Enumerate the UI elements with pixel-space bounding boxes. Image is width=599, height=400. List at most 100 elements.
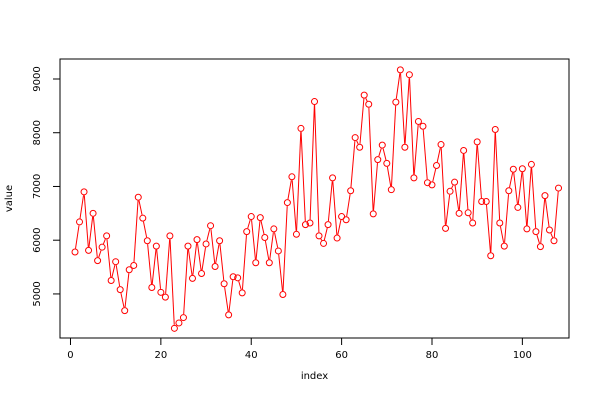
data-point (179, 314, 187, 322)
data-point (220, 280, 228, 288)
series-segment (224, 287, 229, 312)
series-segment (102, 238, 106, 245)
data-point (80, 188, 88, 196)
data-point (134, 193, 142, 201)
series-segment (206, 228, 211, 241)
series-segment (327, 181, 333, 222)
series-segment (469, 215, 472, 221)
x-tick-label: 40 (245, 350, 258, 361)
series-segment (300, 131, 306, 222)
x-tick-label: 100 (513, 350, 532, 361)
series-segment (238, 281, 242, 290)
series-segment (359, 98, 365, 144)
data-point (329, 174, 337, 182)
data-point (193, 236, 201, 244)
data-point (288, 173, 296, 181)
series-segment (196, 243, 202, 271)
x-tick-label: 80 (426, 350, 439, 361)
data-point (297, 124, 305, 132)
series-segment (183, 249, 189, 315)
series-segment (472, 145, 478, 220)
data-point (188, 274, 196, 282)
series-segment (247, 219, 251, 229)
series-segment (219, 244, 225, 281)
series-segment (156, 249, 162, 289)
data-point (536, 243, 544, 251)
series-segment (296, 131, 302, 231)
series-segment (124, 273, 130, 308)
data-point (396, 66, 404, 74)
series-segment (553, 191, 559, 238)
data-point (487, 252, 495, 260)
data-point (292, 230, 300, 238)
data-point (238, 289, 246, 297)
series-segment (544, 199, 550, 227)
series-segment (476, 145, 482, 199)
series-segment (142, 221, 148, 238)
series-segment (531, 167, 537, 229)
data-point (545, 226, 553, 234)
data-point (85, 246, 93, 254)
series-segment (133, 200, 139, 262)
data-point (89, 209, 97, 217)
data-point (116, 286, 124, 294)
series-segment (504, 194, 510, 243)
data-point (103, 232, 111, 240)
data-point (392, 98, 400, 106)
series-segment (115, 265, 121, 287)
series-segment (332, 181, 338, 235)
data-point (98, 243, 106, 251)
data-point (143, 237, 151, 245)
series-segment (309, 105, 315, 220)
data-point (225, 311, 233, 319)
data-point (550, 237, 558, 245)
data-point (130, 261, 138, 269)
data-point (414, 117, 422, 125)
data-point (469, 219, 477, 227)
data-point (198, 270, 206, 278)
data-point (342, 216, 350, 224)
data-point (532, 228, 540, 236)
data-point (175, 319, 183, 327)
series-segment (79, 195, 85, 219)
series-segment (490, 132, 496, 253)
data-point (202, 240, 210, 248)
data-point (211, 263, 219, 271)
series-segment (274, 232, 279, 248)
series-segment (98, 250, 102, 258)
data-point (121, 307, 129, 315)
data-point (433, 162, 441, 170)
y-tick-label: 9000 (32, 66, 43, 91)
data-point (161, 293, 169, 301)
data-point (500, 242, 508, 250)
data-point (509, 165, 517, 173)
series-segment (445, 194, 451, 225)
x-tick-label: 60 (335, 350, 348, 361)
data-point (460, 146, 468, 154)
series-segment (192, 243, 198, 275)
data-point (401, 143, 409, 151)
data-point (351, 134, 359, 142)
series-segment (509, 172, 514, 188)
series-segment (463, 153, 469, 210)
data-point (464, 209, 472, 217)
data-point (541, 192, 549, 200)
y-tick-label: 6000 (32, 227, 43, 252)
series-segment (314, 105, 320, 233)
data-point (234, 274, 242, 282)
data-point (229, 273, 237, 281)
data-point (473, 138, 481, 146)
data-point (387, 186, 395, 194)
data-point (338, 213, 346, 221)
y-tick-label: 7000 (32, 174, 43, 199)
data-point (247, 213, 255, 221)
data-point (378, 141, 386, 149)
series-segment (413, 124, 419, 175)
data-point (518, 165, 526, 173)
data-point (157, 288, 165, 296)
series-segment (251, 219, 256, 260)
series-segment (282, 206, 288, 292)
series-segment (323, 227, 328, 241)
x-tick-label: 0 (67, 350, 73, 361)
series-segment (373, 163, 378, 211)
